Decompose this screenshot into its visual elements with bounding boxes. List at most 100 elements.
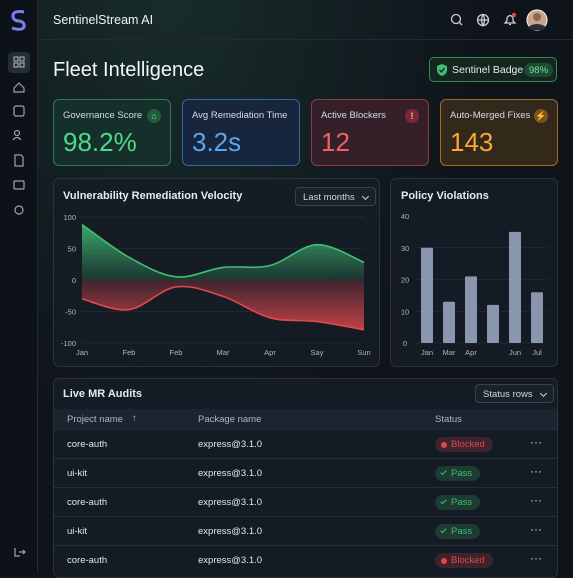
nav-box[interactable] — [13, 180, 25, 190]
package-name: express@3.1.0 — [198, 526, 263, 537]
y-tick-label: 20 — [401, 276, 409, 285]
kpi-value: 12 — [321, 127, 350, 157]
status-text: Pass — [451, 526, 473, 537]
bell-icon[interactable] — [503, 14, 517, 26]
project-name: core-auth — [67, 555, 108, 566]
sentinel-badge[interactable]: Sentinel Badge 98% — [429, 57, 557, 82]
x-tick-label: Jan — [76, 348, 88, 357]
x-tick-label: Feb — [123, 348, 136, 357]
column-header[interactable]: Project name — [67, 414, 123, 425]
project-name: core-auth — [67, 497, 108, 508]
x-tick-label: Apr — [465, 348, 477, 357]
y-tick-label: -100 — [61, 339, 76, 348]
status-text: Blocked — [451, 439, 485, 450]
bar — [421, 247, 433, 343]
nav-home[interactable] — [13, 82, 25, 93]
table-row[interactable]: ui-kit express@3.1.0 Pass ··· — [54, 516, 557, 545]
header-icons — [450, 9, 548, 31]
status-pill: Blocked — [435, 437, 493, 452]
rows-dropdown[interactable]: Status rows — [475, 384, 554, 403]
x-tick-label: Jul — [532, 348, 542, 357]
kpi-value: 3.2s — [192, 127, 242, 157]
nav-users[interactable] — [13, 129, 21, 137]
area — [82, 280, 364, 330]
badge-value: 98% — [524, 63, 554, 77]
status-pill: Blocked — [435, 553, 493, 568]
row-menu[interactable]: ··· — [530, 493, 542, 507]
y-tick-label: 0 — [403, 339, 407, 348]
search-icon[interactable] — [450, 13, 462, 25]
status-pill: Pass — [435, 495, 481, 510]
package-name: express@3.1.0 — [198, 555, 263, 566]
nav-docs[interactable] — [14, 154, 24, 167]
audits-panel: Live MR Audits Status rows Project name … — [53, 378, 558, 578]
y-tick-label: 0 — [72, 276, 76, 285]
kpi-label: Auto-Merged Fixes — [450, 110, 531, 121]
x-tick-label: Jun — [509, 348, 521, 357]
sidebar — [0, 0, 38, 573]
status-icon — [440, 497, 447, 505]
status-icon — [441, 442, 447, 448]
top-bar: SentinelStream AI — [38, 0, 573, 40]
panel-title: Live MR Audits — [63, 388, 143, 400]
x-tick-label: Feb — [170, 348, 183, 357]
bar — [531, 292, 543, 343]
panel-title: Policy Violations — [401, 190, 489, 202]
logout[interactable] — [14, 548, 26, 557]
table-row[interactable]: core-auth express@3.1.0 Pass ··· — [54, 487, 557, 516]
status-text: Pass — [451, 468, 473, 479]
logo[interactable] — [11, 10, 26, 31]
kpi-card[interactable]: Avg Remediation Time 3.2s — [182, 99, 300, 166]
status-text: Pass — [451, 497, 473, 508]
bar — [487, 304, 499, 343]
row-menu[interactable]: ··· — [530, 464, 542, 478]
kpi-card[interactable]: Auto-Merged Fixes 143 ⚡ — [440, 99, 558, 166]
x-tick-label: Sun — [357, 348, 370, 357]
kpi-label: Governance Score — [63, 110, 143, 121]
bar — [465, 276, 477, 343]
kpi-label: Active Blockers — [321, 110, 386, 121]
line — [81, 285, 365, 331]
y-tick-label: 40 — [401, 212, 409, 221]
y-tick-label: 100 — [63, 213, 76, 222]
kpi-label: Avg Remediation Time — [192, 110, 288, 121]
notification-dot — [511, 12, 517, 18]
nav-settings[interactable] — [14, 205, 24, 215]
kpi-value: 143 — [450, 127, 494, 157]
row-menu[interactable]: ··· — [530, 522, 542, 536]
line — [81, 223, 365, 278]
area — [82, 224, 364, 280]
table-row[interactable]: core-auth express@3.1.0 Blocked ··· — [54, 545, 557, 574]
row-menu[interactable]: ··· — [530, 551, 542, 565]
status-icon — [441, 558, 447, 564]
badge-label: Sentinel Badge — [452, 64, 524, 76]
kpi-card[interactable]: Active Blockers 12 ! — [311, 99, 429, 166]
page-title: Fleet Intelligence — [53, 59, 205, 81]
bar — [509, 231, 521, 343]
range-dropdown[interactable]: Last months — [295, 187, 376, 206]
kpi-icon: ! — [405, 109, 419, 123]
project-name: ui-kit — [67, 468, 88, 479]
row-menu[interactable]: ··· — [530, 435, 542, 449]
project-name: core-auth — [67, 439, 108, 450]
status-pill: Pass — [435, 466, 481, 481]
nav-wallet[interactable] — [13, 105, 25, 117]
sidebar-icons — [8, 10, 30, 557]
y-tick-label: 10 — [401, 307, 409, 316]
table-row[interactable]: ui-kit express@3.1.0 Pass ··· — [54, 458, 557, 487]
package-name: express@3.1.0 — [198, 497, 263, 508]
status-text: Blocked — [451, 555, 485, 566]
x-tick-label: Jan — [421, 348, 433, 357]
y-tick-label: 50 — [68, 245, 76, 254]
y-tick-label: -50 — [65, 308, 76, 317]
package-name: express@3.1.0 — [198, 468, 263, 479]
status-icon — [440, 468, 447, 476]
table-row[interactable]: core-auth express@3.1.0 Blocked ··· — [54, 429, 557, 458]
sort-icon[interactable]: ↑ — [132, 413, 137, 424]
kpi-card[interactable]: Governance Score 98.2% ⌂ — [53, 99, 171, 166]
y-tick-label: 30 — [401, 244, 409, 253]
column-header: Package name — [198, 414, 262, 425]
bar — [443, 301, 455, 343]
